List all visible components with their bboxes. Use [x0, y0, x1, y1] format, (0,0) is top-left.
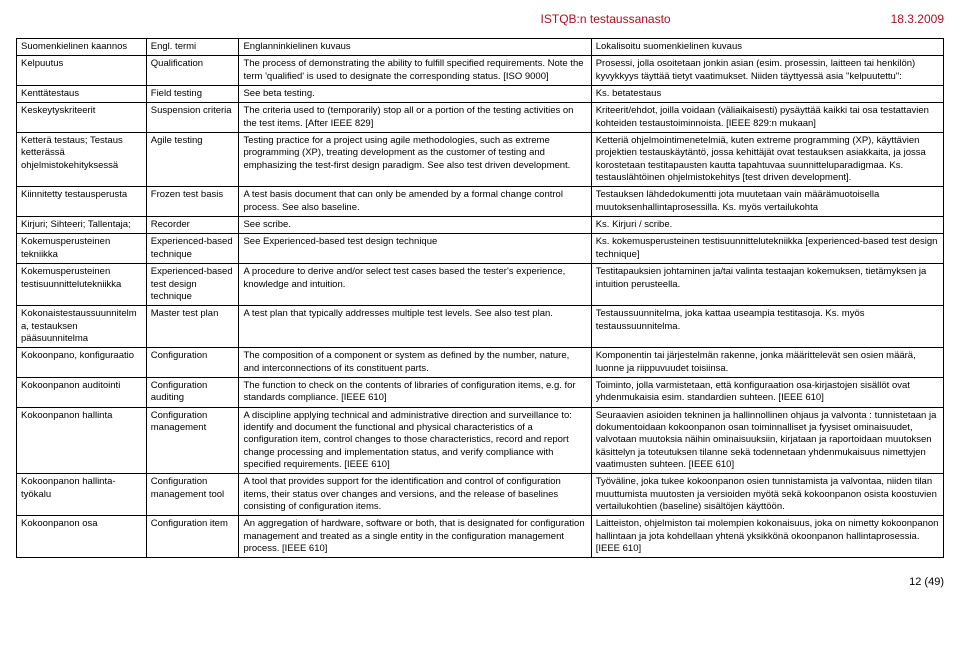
table-row: Kiinnitetty testausperustaFrozen test ba… — [17, 187, 944, 217]
table-row: KeskeytyskriteeritSuspension criteriaThe… — [17, 103, 944, 133]
table-cell: Configuration — [146, 348, 239, 378]
table-cell: Kokemusperusteinen tekniikka — [17, 234, 147, 264]
table-cell: Configuration item — [146, 516, 239, 558]
table-cell: Toiminto, jolla varmistetaan, että konfi… — [591, 377, 943, 407]
table-cell: Experienced-based technique — [146, 234, 239, 264]
table-cell: Ks. betatestaus — [591, 86, 943, 103]
table-cell: See scribe. — [239, 217, 591, 234]
table-cell: An aggregation of hardware, software or … — [239, 516, 591, 558]
table-cell: See Experienced-based test design techni… — [239, 234, 591, 264]
table-cell: See beta testing. — [239, 86, 591, 103]
table-cell: Experienced-based test design technique — [146, 264, 239, 306]
table-cell: Ketterä testaus; Testaus ketterässä ohje… — [17, 133, 147, 187]
table-row: KenttätestausField testingSee beta testi… — [17, 86, 944, 103]
table-row: Kokemusperusteinen tekniikkaExperienced-… — [17, 234, 944, 264]
table-cell: Kokemusperusteinen testisuunnittelutekni… — [17, 264, 147, 306]
table-cell: A test plan that typically addresses mul… — [239, 306, 591, 348]
table-cell: Kriteerit/ehdot, joilla voidaan (väliaik… — [591, 103, 943, 133]
table-cell: Ks. Kirjuri / scribe. — [591, 217, 943, 234]
table-row: Kokemusperusteinen testisuunnittelutekni… — [17, 264, 944, 306]
table-cell: Kokonaistestaussuunnitelma, testauksen p… — [17, 306, 147, 348]
table-cell: Kelpuutus — [17, 56, 147, 86]
table-row: Kokoonpano, konfiguraatioConfigurationTh… — [17, 348, 944, 378]
doc-title: ISTQB:n testaussanasto — [541, 12, 671, 26]
table-cell: Kokoonpanon osa — [17, 516, 147, 558]
col-header-fi-desc: Lokalisoitu suomenkielinen kuvaus — [591, 39, 943, 56]
table-cell: Configuration management — [146, 407, 239, 474]
table-cell: Kenttätestaus — [17, 86, 147, 103]
table-row: Ketterä testaus; Testaus ketterässä ohje… — [17, 133, 944, 187]
table-cell: Master test plan — [146, 306, 239, 348]
table-cell: Suspension criteria — [146, 103, 239, 133]
page-number: 12 (49) — [909, 576, 944, 588]
col-header-en-term: Engl. termi — [146, 39, 239, 56]
table-row: Kokoonpanon hallintaConfiguration manage… — [17, 407, 944, 474]
doc-date: 18.3.2009 — [891, 12, 944, 26]
table-cell: Kokoonpanon hallinta-työkalu — [17, 474, 147, 516]
table-cell: The process of demonstrating the ability… — [239, 56, 591, 86]
table-cell: Kiinnitetty testausperusta — [17, 187, 147, 217]
page-header: ISTQB:n testaussanasto 18.3.2009 — [16, 12, 944, 26]
table-cell: Komponentin tai järjestelmän rakenne, jo… — [591, 348, 943, 378]
table-cell: Kokoonpanon auditointi — [17, 377, 147, 407]
table-cell: Seuraavien asioiden tekninen ja hallinno… — [591, 407, 943, 474]
table-row: Kokoonpanon hallinta-työkaluConfiguratio… — [17, 474, 944, 516]
col-header-en-desc: Englanninkielinen kuvaus — [239, 39, 591, 56]
table-cell: Testauksen lähdedokumentti jota muutetaa… — [591, 187, 943, 217]
table-cell: Prosessi, jolla osoitetaan jonkin asian … — [591, 56, 943, 86]
table-header-row: Suomenkielinen kaannos Engl. termi Engla… — [17, 39, 944, 56]
table-row: Kokonaistestaussuunnitelma, testauksen p… — [17, 306, 944, 348]
table-row: KelpuutusQualificationThe process of dem… — [17, 56, 944, 86]
table-cell: The criteria used to (temporarily) stop … — [239, 103, 591, 133]
table-cell: Laitteiston, ohjelmiston tai molempien k… — [591, 516, 943, 558]
table-row: Kokoonpanon osaConfiguration itemAn aggr… — [17, 516, 944, 558]
table-cell: Ks. kokemusperusteinen testisuunnittelut… — [591, 234, 943, 264]
table-cell: The composition of a component or system… — [239, 348, 591, 378]
table-cell: Field testing — [146, 86, 239, 103]
table-cell: Testitapauksien johtaminen ja/tai valint… — [591, 264, 943, 306]
table-cell: Frozen test basis — [146, 187, 239, 217]
table-row: Kirjuri; Sihteeri; Tallentaja;RecorderSe… — [17, 217, 944, 234]
table-cell: Kirjuri; Sihteeri; Tallentaja; — [17, 217, 147, 234]
table-cell: Testing practice for a project using agi… — [239, 133, 591, 187]
table-cell: Keskeytyskriteerit — [17, 103, 147, 133]
table-cell: Ketteriä ohjelmointimenetelmiä, kuten ex… — [591, 133, 943, 187]
page-footer: 12 (49) — [16, 576, 944, 588]
table-cell: Testaussuunnitelma, joka kattaa useampia… — [591, 306, 943, 348]
table-cell: Recorder — [146, 217, 239, 234]
table-cell: Configuration management tool — [146, 474, 239, 516]
table-cell: A procedure to derive and/or select test… — [239, 264, 591, 306]
table-cell: A tool that provides support for the ide… — [239, 474, 591, 516]
table-cell: The function to check on the contents of… — [239, 377, 591, 407]
table-cell: Qualification — [146, 56, 239, 86]
table-cell: Kokoonpanon hallinta — [17, 407, 147, 474]
col-header-fi: Suomenkielinen kaannos — [17, 39, 147, 56]
table-cell: A discipline applying technical and admi… — [239, 407, 591, 474]
table-row: Kokoonpanon auditointiConfiguration audi… — [17, 377, 944, 407]
table-cell: Työväline, joka tukee kokoonpanon osien … — [591, 474, 943, 516]
glossary-table: Suomenkielinen kaannos Engl. termi Engla… — [16, 38, 944, 558]
table-cell: Configuration auditing — [146, 377, 239, 407]
table-cell: Kokoonpano, konfiguraatio — [17, 348, 147, 378]
table-cell: A test basis document that can only be a… — [239, 187, 591, 217]
table-cell: Agile testing — [146, 133, 239, 187]
